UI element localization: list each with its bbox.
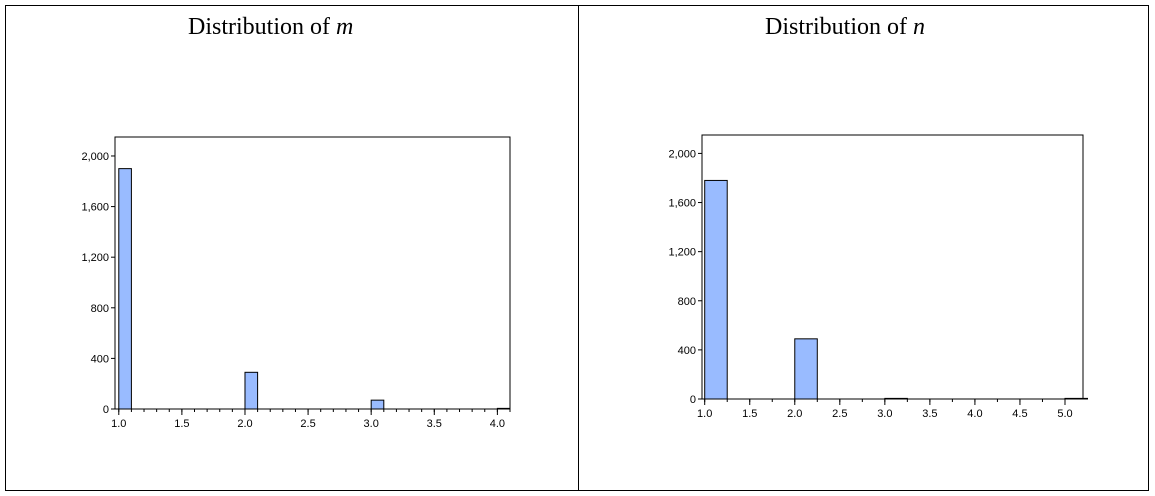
y-tick-label: 2,000: [81, 151, 109, 163]
x-tick-label: 1.0: [697, 408, 712, 420]
x-tick-label: 3.5: [922, 408, 937, 420]
y-tick-label: 400: [678, 345, 696, 357]
x-tick-label: 1.5: [742, 408, 757, 420]
chart-title-n: Distribution of n: [765, 14, 925, 40]
y-tick-label: 800: [678, 296, 696, 308]
y-tick-label: 800: [91, 303, 109, 315]
y-tick-label: 0: [103, 404, 109, 416]
x-tick-label: 4.5: [1012, 408, 1027, 420]
x-tick-label: 4.0: [967, 408, 982, 420]
x-tick-label: 3.5: [427, 418, 442, 430]
x-tick-label: 4.0: [490, 418, 505, 430]
histogram-n: 0 400 800 1,200 1,600 2,000 1.0 1.5 2.0 2.5 3.0 3.5…: [668, 134, 1089, 420]
y-tick-label: 1,200: [668, 247, 696, 259]
x-tick-label: 3.0: [364, 418, 379, 430]
x-tick-label: 2.5: [300, 418, 315, 430]
y-tick-label: 0: [690, 394, 696, 406]
y-tick-label: 1,600: [81, 202, 109, 214]
chart-title-m: Distribution of m: [188, 14, 354, 40]
x-tick-label: 2.5: [832, 408, 847, 420]
bar: [704, 179, 728, 400]
bar: [794, 338, 818, 400]
x-tick-label: 1.0: [111, 418, 126, 430]
panel-divider: [578, 5, 579, 491]
x-tick-label: 2.0: [787, 408, 802, 420]
y-tick-label: 400: [91, 353, 109, 365]
figure-frame: [5, 5, 1149, 491]
y-tick-label: 1,200: [81, 252, 109, 264]
plot-area-frame: [701, 134, 1084, 400]
x-tick-label: 1.5: [174, 418, 189, 430]
x-tick-label: 5.0: [1057, 408, 1072, 420]
plot-area-frame: [114, 136, 511, 410]
x-tick-label: 3.0: [877, 408, 892, 420]
histogram-m: 0 400 800 1,200 1,600 2,000 1.0 1.5 2.0 2.5 3.0 3.5…: [81, 136, 511, 430]
bar: [118, 168, 132, 410]
y-tick-label: 2,000: [668, 148, 696, 160]
y-tick-label: 1,600: [668, 198, 696, 210]
bar: [370, 399, 385, 410]
x-tick-label: 2.0: [237, 418, 252, 430]
bar: [244, 371, 259, 410]
